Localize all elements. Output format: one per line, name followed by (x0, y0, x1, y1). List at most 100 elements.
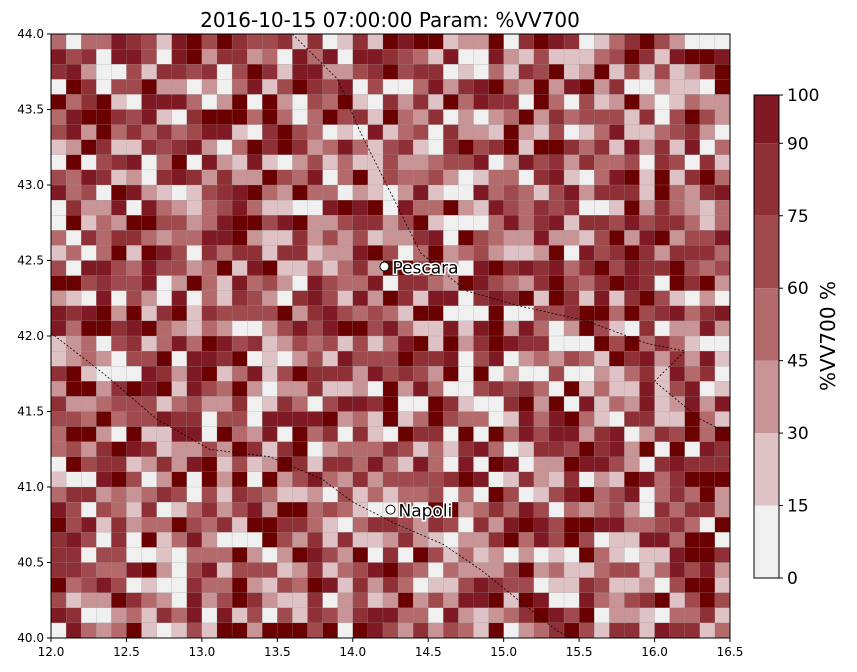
map-cell (609, 169, 625, 186)
map-cell (141, 426, 158, 443)
map-cell (594, 396, 610, 412)
map-cell (352, 139, 369, 156)
map-cell (609, 350, 625, 367)
map-cell (488, 622, 505, 639)
map-cell (322, 592, 339, 609)
map-cell (654, 532, 671, 548)
map-cell (699, 230, 716, 246)
map-cell (684, 547, 701, 563)
map-cell (126, 411, 142, 428)
map-cell (609, 592, 625, 609)
map-cell (126, 517, 142, 533)
y-tick-label: 41.5 (17, 405, 44, 419)
map-cell (352, 441, 369, 458)
map-cell (81, 94, 97, 110)
map-cell (171, 64, 188, 80)
map-cell (322, 547, 339, 563)
map-cell (473, 441, 490, 458)
map-cell (382, 517, 399, 533)
map-cell (382, 486, 399, 503)
map-cell (247, 607, 263, 624)
map-cell (156, 320, 173, 337)
map-cell (96, 441, 112, 458)
map-cell (277, 184, 293, 201)
map-cell (65, 350, 82, 367)
map-cell (397, 320, 414, 337)
map-cell (156, 411, 173, 428)
map-cell (262, 79, 278, 95)
map-cell (428, 441, 444, 458)
map-cell (428, 592, 444, 609)
map-cell (413, 456, 429, 473)
map-cell (443, 366, 459, 382)
map-cell (96, 320, 112, 337)
map-cell (518, 33, 535, 50)
map-cell (322, 396, 339, 412)
map-cell (684, 184, 701, 201)
map-cell (50, 290, 67, 307)
map-cell (699, 320, 716, 337)
map-cell (413, 154, 429, 171)
map-cell (609, 517, 625, 533)
map-cell (488, 592, 505, 609)
map-cell (141, 320, 158, 337)
map-cell (624, 320, 640, 337)
map-cell (307, 124, 324, 141)
map-cell (262, 184, 278, 201)
map-cell (624, 501, 640, 518)
map-cell (699, 48, 716, 65)
map-cell (443, 532, 459, 548)
map-cell (578, 501, 595, 518)
map-cell (186, 275, 203, 292)
map-cell (337, 215, 354, 231)
map-cell (594, 169, 610, 186)
map-cell (96, 33, 112, 50)
map-cell (352, 411, 369, 428)
map-cell (216, 290, 233, 307)
map-cell (624, 290, 640, 307)
map-cell (247, 350, 263, 367)
map-cell (684, 260, 701, 277)
map-cell (578, 184, 595, 201)
map-cell (458, 199, 474, 216)
map-cell (141, 48, 158, 65)
map-cell (413, 305, 429, 322)
map-cell (533, 335, 550, 352)
map-cell (578, 230, 595, 246)
map-cell (548, 33, 565, 50)
map-cell (171, 245, 188, 261)
map-cell (382, 456, 399, 473)
map-cell (684, 154, 701, 171)
map-cell (96, 381, 112, 397)
map-cell (292, 245, 308, 261)
map-cell (216, 411, 233, 428)
map-cell (231, 33, 248, 50)
map-cell (578, 622, 595, 639)
map-cell (503, 517, 520, 533)
map-cell (639, 532, 655, 548)
map-cell (533, 64, 550, 80)
x-tick-label: 16.5 (717, 645, 744, 659)
map-cell (337, 622, 354, 639)
map-cell (262, 109, 278, 126)
map-cell (714, 562, 731, 579)
map-cell (81, 577, 97, 594)
map-cell (262, 33, 278, 50)
map-cell (624, 607, 640, 624)
map-cell (216, 215, 233, 231)
map-cell (337, 154, 354, 171)
map-cell (382, 230, 399, 246)
map-cell (624, 275, 640, 292)
map-cell (624, 396, 640, 412)
map-cell (382, 350, 399, 367)
map-cell (578, 305, 595, 322)
map-cell (65, 320, 82, 337)
map-cell (413, 290, 429, 307)
map-cell (216, 305, 233, 322)
map-cell (382, 199, 399, 216)
map-cell (277, 139, 293, 156)
map-cell (277, 275, 293, 292)
map-cell (533, 592, 550, 609)
map-cell (65, 562, 82, 579)
map-cell (292, 562, 308, 579)
